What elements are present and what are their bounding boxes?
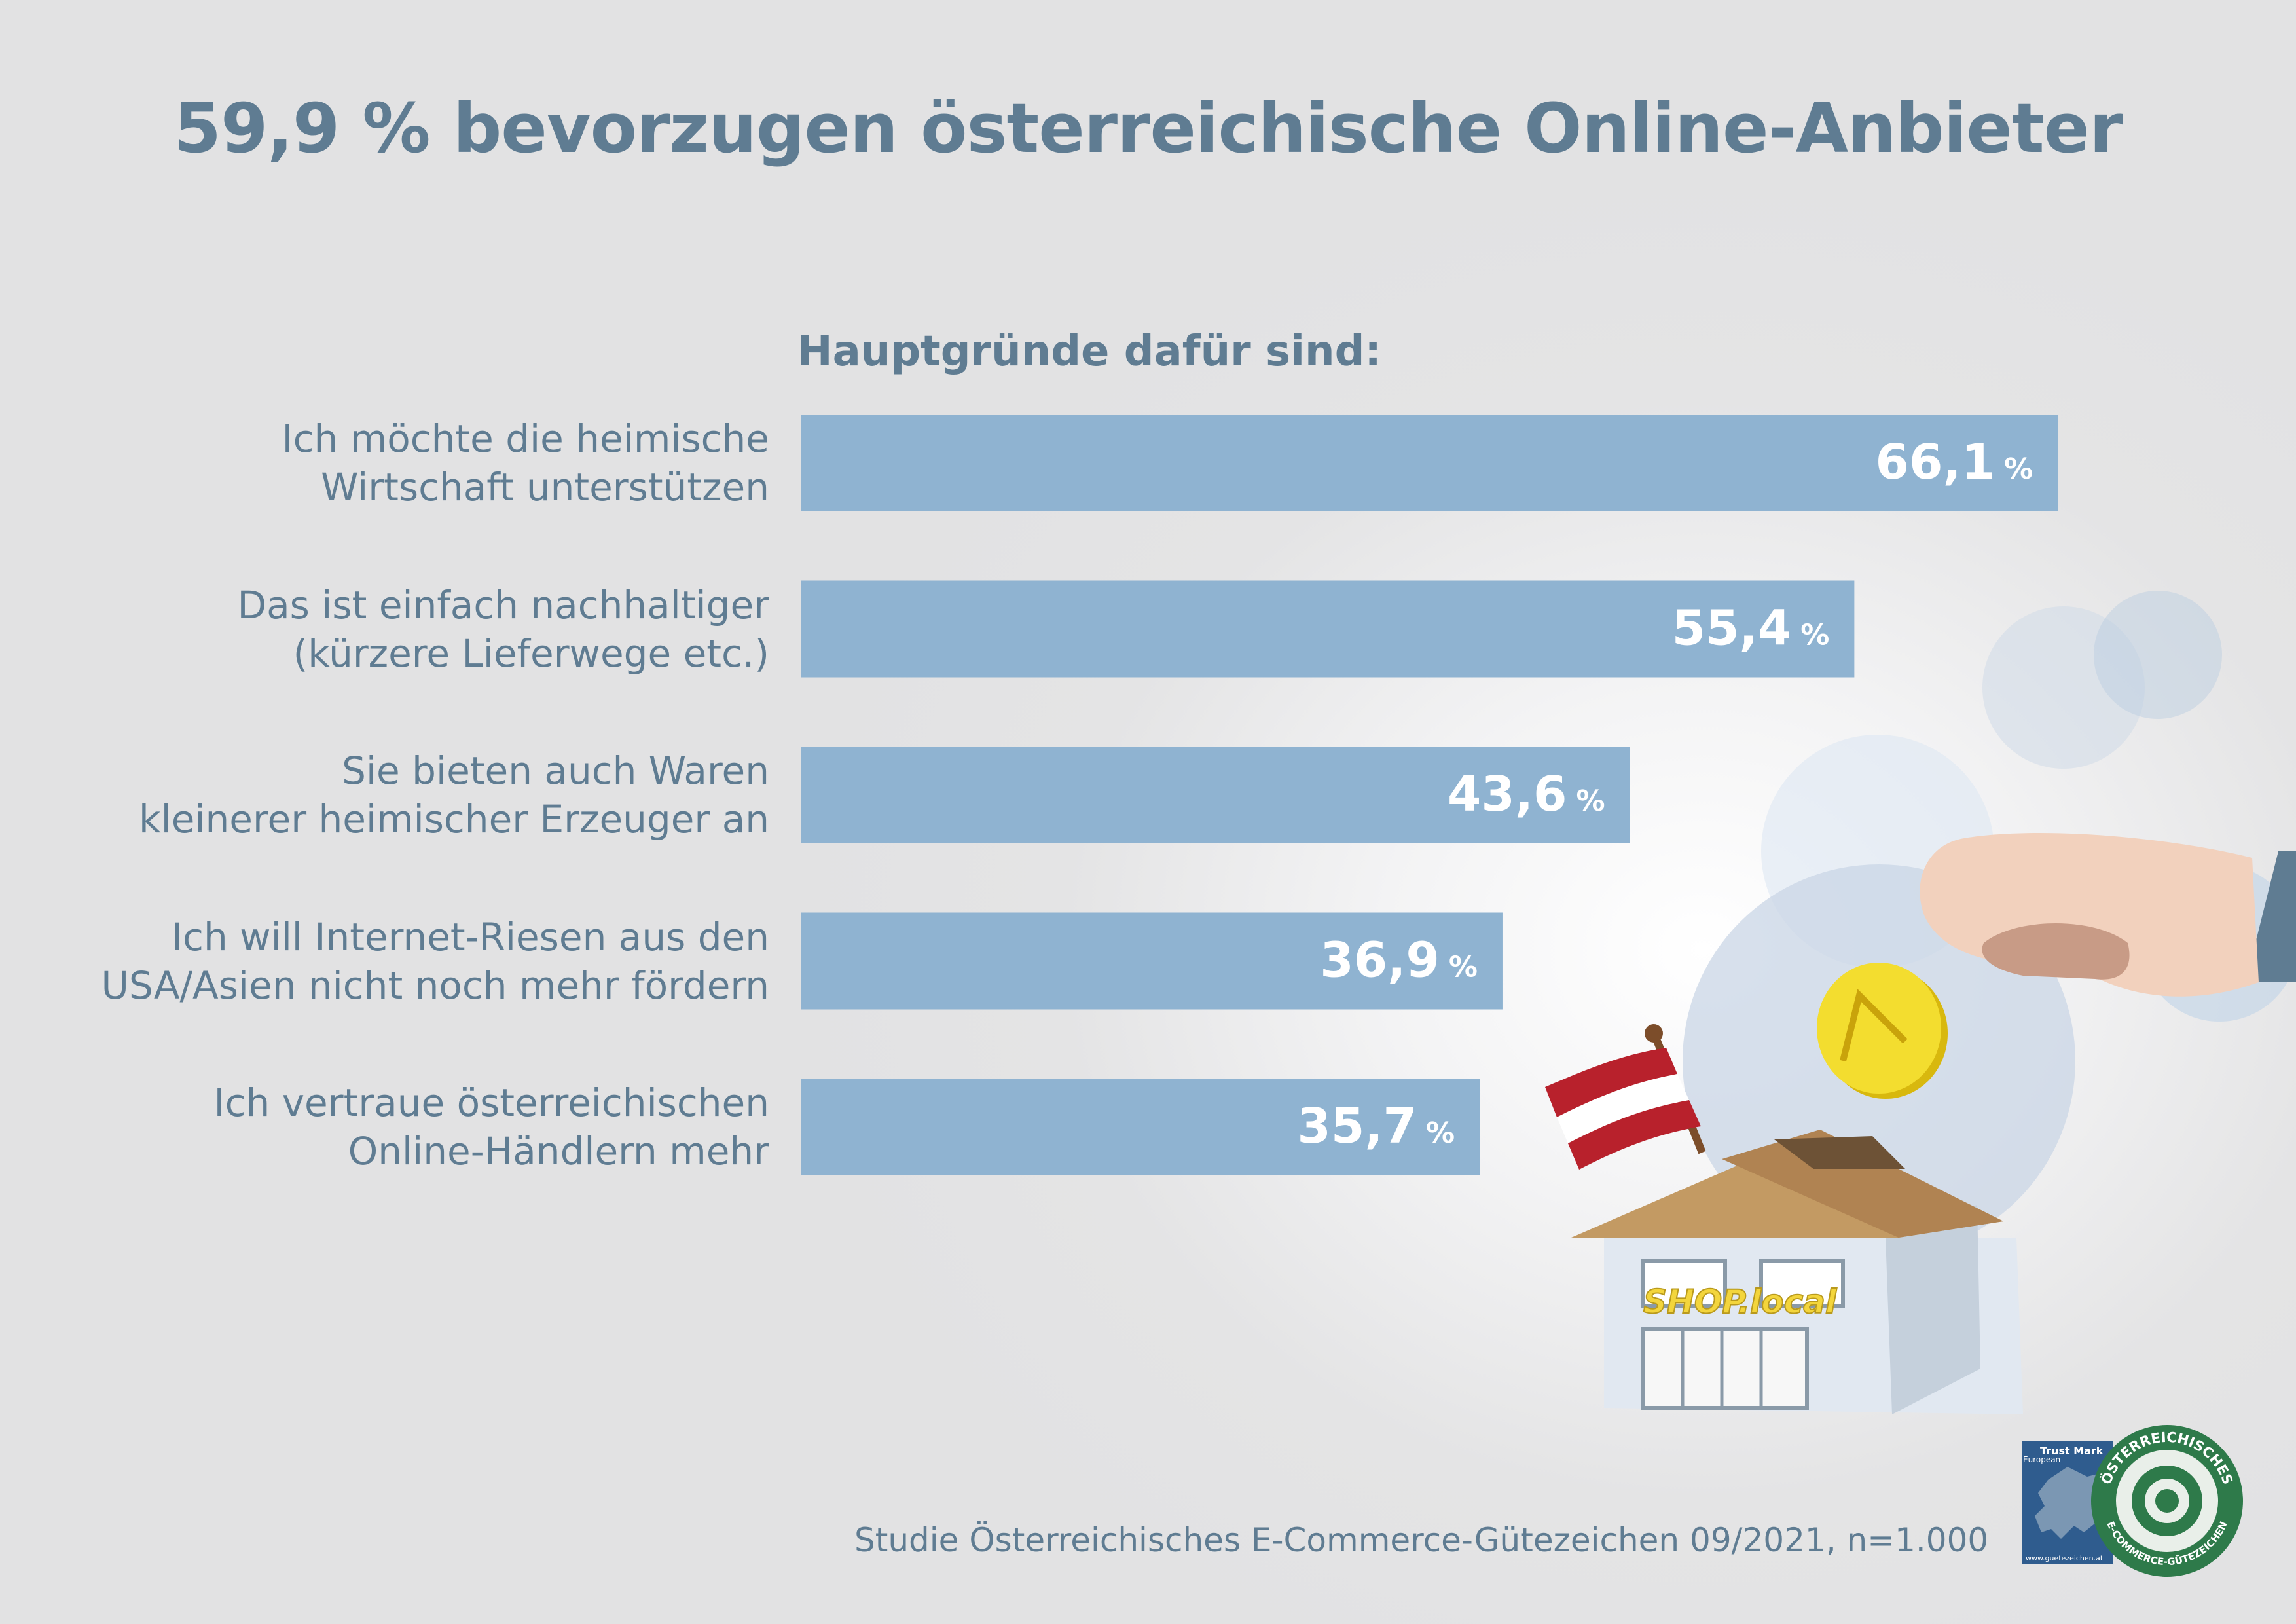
chart-subtitle: Hauptgründe dafür sind:: [797, 327, 1381, 376]
austrian-flag-icon: [1545, 1024, 1706, 1170]
bar-value-label: 43,6%: [1448, 766, 1605, 822]
trust-mark-sub: European: [2023, 1455, 2061, 1464]
bar: [801, 912, 1503, 1010]
bubble: [2094, 591, 2222, 719]
category-label-line: Das ist einfach nachhaltiger: [237, 582, 769, 627]
guetezeichen-seal-icon: ÖSTERREICHISCHES E-COMMERCE-GÜTEZEICHEN: [2091, 1425, 2243, 1577]
piggy-bank-house-icon: SHOP.local: [1571, 1130, 2023, 1414]
category-label-line: (kürzere Lieferwege etc.): [293, 631, 769, 676]
category-label-line: Ich will Internet-Riesen aus den: [171, 914, 769, 959]
category-label: Sie bieten auch Waren kleinerer heimische…: [16, 747, 769, 843]
category-label-line: Ich vertraue österreichischen: [213, 1080, 769, 1125]
category-label-line: Wirtschaft unterstützen: [321, 465, 769, 509]
category-label: Ich will Internet-Riesen aus den USA/Asie…: [16, 913, 769, 1010]
category-label: Ich vertraue österreichischen Online-Händ…: [16, 1079, 769, 1175]
europe-map-icon: [2035, 1467, 2107, 1539]
category-label: Ich möchte die heimische Wirtschaft unter…: [16, 415, 769, 511]
bar: [801, 747, 1630, 843]
coin-icon: [1817, 963, 1948, 1099]
shop-sign: SHOP.local: [1643, 1283, 1837, 1321]
hand-icon: [1920, 832, 2296, 997]
category-label-line: Ich möchte die heimische: [282, 416, 769, 461]
category-label-line: Sie bieten auch Waren: [342, 748, 769, 793]
category-label-line: kleinerer heimischer Erzeuger an: [139, 797, 769, 841]
bar-value-label: 36,9%: [1320, 932, 1478, 989]
bar-value-label: 55,4%: [1672, 600, 1830, 657]
category-label-line: Online-Händlern mehr: [348, 1129, 769, 1173]
trust-mark-url: www.guetezeichen.at: [2026, 1554, 2104, 1562]
bar-value-label: 35,7%: [1297, 1098, 1455, 1154]
trust-mark-title: Trust Mark: [2040, 1445, 2104, 1457]
bar: [801, 580, 1855, 678]
bar: [801, 1079, 1480, 1175]
shop-illustration: SHOP.local: [1545, 591, 2296, 1414]
category-label-line: USA/Asien nicht noch mehr fördern: [101, 963, 769, 1008]
bar-value-label: 66,1%: [1876, 434, 2033, 490]
bar: [801, 415, 2058, 511]
source-note: Studie Österreichisches E-Commerce-Gütez…: [854, 1521, 1989, 1559]
page-title: 59,9 % bevorzugen österreichische Online…: [173, 88, 2123, 168]
bubble: [1982, 606, 2145, 769]
category-label: Das ist einfach nachhaltiger (kürzere Lie…: [16, 581, 769, 678]
